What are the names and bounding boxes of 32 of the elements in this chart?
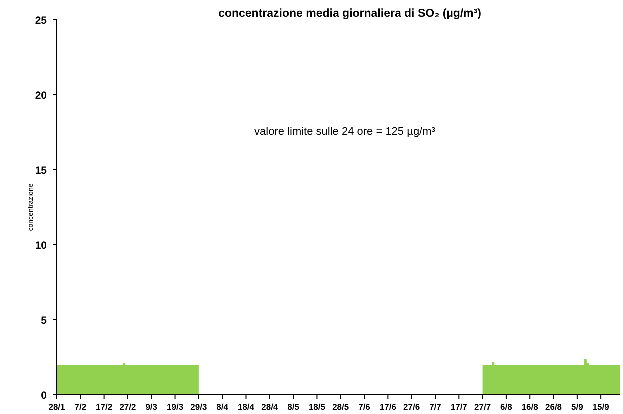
y-tick-label: 15: [35, 165, 48, 177]
x-tick-label: 17/2: [96, 402, 113, 412]
x-tick-label: 28/4: [262, 402, 278, 412]
x-tick-label: 18/5: [308, 402, 326, 412]
x-tick-label: 26/8: [545, 402, 562, 412]
x-tick-label: 28/5: [332, 402, 350, 412]
x-tick-label: 6/8: [500, 402, 513, 412]
x-tick-label: 7/2: [74, 402, 87, 412]
x-tick-label: 28/1: [48, 402, 66, 412]
x-tick-label: 8/4: [216, 402, 229, 412]
x-tick-label: 17/6: [380, 402, 397, 412]
x-tick-label: 27/7: [474, 402, 492, 412]
x-tick-label: 15/9: [592, 402, 610, 412]
x-tick-label: 8/5: [288, 402, 300, 412]
x-tick-label: 19/3: [167, 402, 184, 412]
annotation: valore limite sulle 24 ore = 125 µg/m³: [254, 126, 436, 138]
x-tick-label: 5/9: [572, 402, 584, 412]
x-tick-label: 29/3: [190, 402, 208, 412]
y-tick-label: 20: [35, 90, 48, 102]
chart-title: concentrazione media giornaliera di SO₂ (µg/m³): [218, 8, 482, 20]
y-tick-label: 10: [35, 240, 48, 252]
y-tick-label: 25: [35, 15, 48, 27]
y-tick-label: 5: [41, 315, 48, 327]
x-tick-label: 9/3: [146, 402, 158, 412]
x-tick-label: 27/6: [404, 402, 420, 412]
x-tick-label: 27/2: [120, 402, 137, 412]
x-tick-label: 7/6: [358, 402, 371, 412]
x-tick-label: 18/4: [238, 402, 255, 412]
y-tick-label: 0: [41, 390, 48, 402]
x-tick-label: 16/8: [522, 402, 539, 412]
x-tick-label: 7/7: [430, 402, 442, 412]
x-tick-label: 17/7: [450, 402, 468, 412]
